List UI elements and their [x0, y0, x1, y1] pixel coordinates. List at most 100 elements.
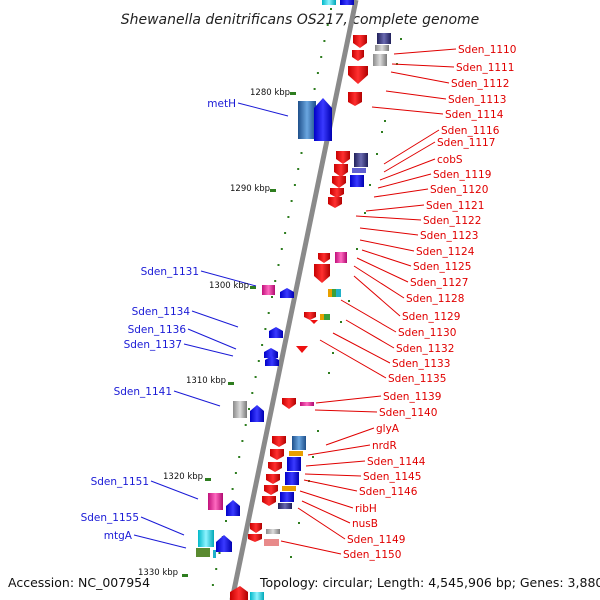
gene-label[interactable]: Sden_1146: [359, 486, 418, 498]
label-connector: [305, 460, 366, 467]
scale-dot: [348, 300, 350, 302]
label-connector: [301, 500, 351, 524]
label-connector: [353, 275, 401, 317]
label-connector: [353, 265, 405, 299]
gene-label[interactable]: Sden_1122: [423, 215, 481, 227]
gene-label[interactable]: glyA: [376, 423, 400, 435]
gene-label[interactable]: Sden_1139: [383, 391, 441, 403]
scale-dot: [264, 328, 267, 330]
scale-dot: [300, 152, 303, 154]
scale-dot: [251, 392, 254, 394]
gene-label[interactable]: Sden_1119: [433, 169, 491, 181]
gene-label[interactable]: Sden_1112: [451, 78, 509, 90]
gene-label[interactable]: Sden_1151: [91, 476, 149, 488]
gene-label[interactable]: Sden_1128: [406, 293, 464, 305]
gene-label[interactable]: Sden_1110: [458, 44, 516, 56]
scale-dot: [267, 312, 270, 314]
label-connector: [359, 239, 415, 252]
scale-dot: [271, 296, 273, 298]
gene-glyph: [233, 401, 247, 418]
gene-label[interactable]: Sden_1114: [445, 109, 504, 121]
scale-tick: [270, 189, 276, 192]
gene-label[interactable]: Sden_1134: [132, 306, 191, 318]
gene-label[interactable]: metH: [207, 98, 236, 110]
gene-glyph: [250, 405, 264, 422]
gene-glyphs: [196, 0, 391, 600]
scale-dot: [332, 352, 334, 354]
scale-dot: [320, 56, 323, 58]
scale-label-1330: 1330 kbp: [138, 568, 178, 578]
genome-summary: Topology: circular; Length: 4,545,906 bp…: [259, 575, 600, 590]
scale-dot: [287, 216, 290, 218]
gene-label[interactable]: Sden_1136: [128, 324, 187, 336]
scale-dot: [381, 131, 383, 133]
gene-label[interactable]: Sden_1121: [426, 200, 484, 212]
gene-glyph: [328, 197, 342, 208]
label-connector: [379, 158, 436, 181]
gene-label[interactable]: Sden_1135: [388, 373, 446, 385]
gene-label[interactable]: nrdR: [372, 440, 397, 452]
gene-label[interactable]: Sden_1131: [141, 266, 199, 278]
right-gene-labels: Sden_1110 Sden_1111 Sden_1112 Sden_1113 Sden…: [343, 44, 516, 561]
gene-label[interactable]: Sden_1133: [392, 358, 450, 370]
scale-dot: [312, 456, 314, 458]
gene-glyph: [324, 314, 330, 320]
gene-label[interactable]: Sden_1124: [416, 246, 475, 258]
gene-glyph: [314, 264, 330, 283]
gene-label[interactable]: Sden_1111: [456, 62, 514, 74]
gene-glyph: [340, 0, 354, 5]
gene-label[interactable]: Sden_1127: [410, 277, 468, 289]
gene-glyph: [282, 486, 296, 491]
label-connector: [365, 204, 425, 212]
gene-label[interactable]: Sden_1113: [448, 94, 506, 106]
gene-glyph: [250, 523, 262, 533]
label-connector: [314, 409, 378, 413]
scale-dot: [384, 120, 386, 122]
gene-glyph: [282, 398, 296, 409]
gene-glyph: [336, 151, 350, 164]
label-connector: [303, 479, 358, 492]
gene-label[interactable]: Sden_1137: [124, 339, 182, 351]
gene-label[interactable]: cobS: [437, 154, 463, 166]
gene-label[interactable]: Sden_1117: [437, 137, 495, 149]
gene-label[interactable]: Sden_1132: [396, 343, 454, 355]
gene-label[interactable]: Sden_1149: [347, 534, 405, 546]
right-label-connectors: [280, 48, 457, 555]
gene-glyph: [352, 50, 364, 61]
gene-label[interactable]: Sden_1145: [363, 471, 421, 483]
gene-glyph: [264, 539, 279, 546]
gene-label[interactable]: Sden_1129: [402, 311, 460, 323]
gene-label[interactable]: Sden_1120: [430, 184, 488, 196]
gene-label[interactable]: Sden_1141: [114, 386, 172, 398]
gene-label[interactable]: mtgA: [104, 530, 133, 542]
gene-glyph: [272, 436, 286, 447]
gene-label[interactable]: ribH: [355, 503, 377, 515]
scale-dot: [284, 232, 287, 234]
gene-label[interactable]: Sden_1140: [379, 407, 437, 419]
gene-glyph: [300, 402, 314, 406]
gene-label[interactable]: Sden_1155: [81, 512, 139, 524]
gene-glyph: [285, 472, 299, 485]
gene-glyph: [264, 348, 278, 358]
gene-label[interactable]: Sden_1150: [343, 549, 401, 561]
gene-label[interactable]: nusB: [352, 518, 378, 530]
scale-dot: [369, 184, 371, 186]
label-connector: [345, 319, 395, 349]
gene-label[interactable]: Sden_1130: [398, 327, 456, 339]
gene-glyph: [213, 550, 216, 558]
gene-glyph: [354, 153, 368, 167]
scale-tick: [290, 92, 296, 95]
scale-dot: [231, 488, 234, 490]
gene-label[interactable]: Sden_1116: [441, 125, 500, 137]
scale-dot: [280, 248, 283, 250]
gene-label[interactable]: Sden_1144: [367, 456, 426, 468]
scale-dot: [298, 522, 300, 524]
scale-dot: [248, 408, 250, 410]
scale-dot: [261, 344, 264, 346]
scale-label-1290: 1290 kbp: [230, 184, 270, 194]
label-connector: [371, 106, 444, 115]
scale-dot: [316, 72, 319, 74]
gene-label[interactable]: Sden_1125: [413, 261, 471, 273]
gene-label[interactable]: Sden_1123: [420, 230, 478, 242]
